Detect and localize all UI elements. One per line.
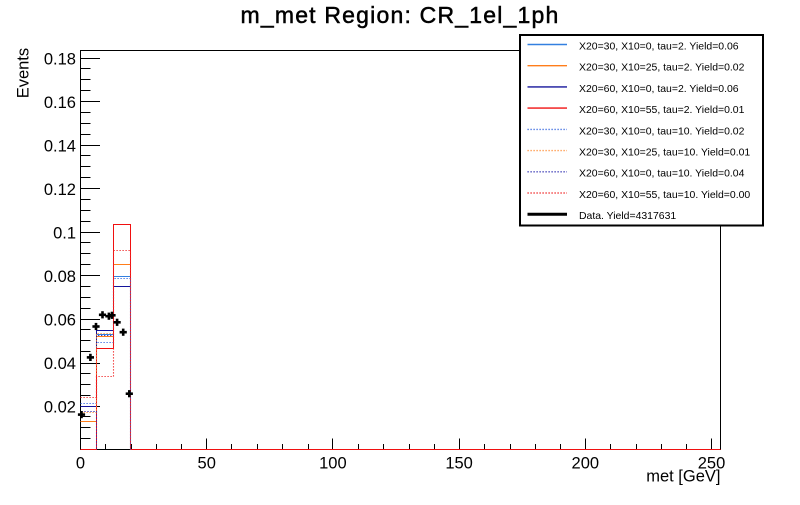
svg-text:0.06: 0.06 [44, 311, 76, 329]
svg-text:0.12: 0.12 [44, 181, 76, 199]
svg-text:0: 0 [76, 455, 85, 473]
svg-text:X20=30, X10=0, tau=10. Yield=0: X20=30, X10=0, tau=10. Yield=0.02 [579, 126, 745, 137]
svg-text:0.04: 0.04 [44, 355, 76, 373]
svg-text:250: 250 [698, 455, 726, 473]
svg-text:X20=60, X10=55, tau=10. Yield=: X20=60, X10=55, tau=10. Yield=0.00 [579, 190, 750, 201]
svg-text:X20=30, X10=0, tau=2. Yield=0.: X20=30, X10=0, tau=2. Yield=0.06 [579, 41, 739, 52]
svg-text:0.18: 0.18 [44, 50, 76, 68]
svg-text:0.16: 0.16 [44, 94, 76, 112]
svg-text:X20=60, X10=0, tau=10. Yield=0: X20=60, X10=0, tau=10. Yield=0.04 [579, 169, 745, 180]
svg-text:m_met Region: CR_1el_1ph: m_met Region: CR_1el_1ph [240, 2, 559, 28]
svg-text:met [GeV]: met [GeV] [646, 468, 720, 486]
svg-text:50: 50 [198, 455, 216, 473]
svg-text:200: 200 [572, 455, 600, 473]
svg-text:100: 100 [319, 455, 347, 473]
svg-text:0.1: 0.1 [53, 224, 76, 242]
svg-text:0.08: 0.08 [44, 268, 76, 286]
svg-text:Events: Events [15, 48, 33, 98]
svg-text:Data. Yield=4317631: Data. Yield=4317631 [579, 211, 676, 222]
svg-text:0.02: 0.02 [44, 398, 76, 416]
svg-text:0.14: 0.14 [44, 137, 76, 155]
svg-text:X20=30, X10=25, tau=2. Yield=0: X20=30, X10=25, tau=2. Yield=0.02 [579, 63, 745, 74]
svg-text:150: 150 [445, 455, 473, 473]
svg-text:X20=60, X10=0, tau=2. Yield=0.: X20=60, X10=0, tau=2. Yield=0.06 [579, 84, 739, 95]
svg-text:X20=60, X10=55, tau=2. Yield=0: X20=60, X10=55, tau=2. Yield=0.01 [579, 105, 745, 116]
svg-text:X20=30, X10=25, tau=10. Yield=: X20=30, X10=25, tau=10. Yield=0.01 [579, 148, 750, 159]
